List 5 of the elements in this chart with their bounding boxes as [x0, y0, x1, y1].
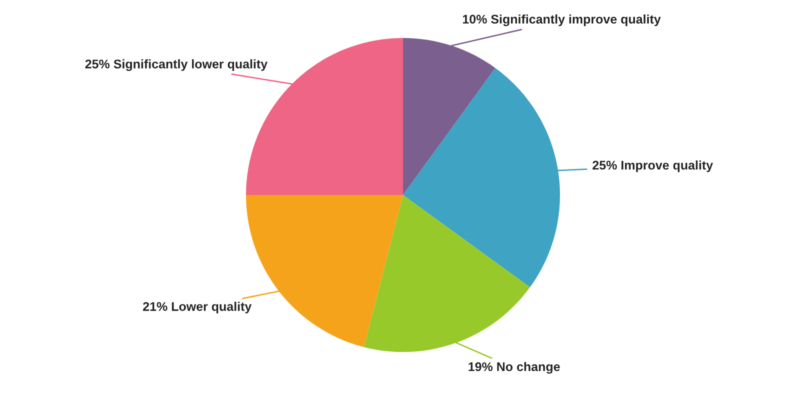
slice-label: 10% Significantly improve quality	[462, 14, 661, 26]
slice-label: 25% Improve quality	[592, 160, 713, 172]
slice-label: 19% No change	[468, 362, 560, 374]
slice-label: 25% Significantly lower quality	[85, 59, 268, 71]
slice-label: 21% Lower quality	[143, 302, 252, 314]
